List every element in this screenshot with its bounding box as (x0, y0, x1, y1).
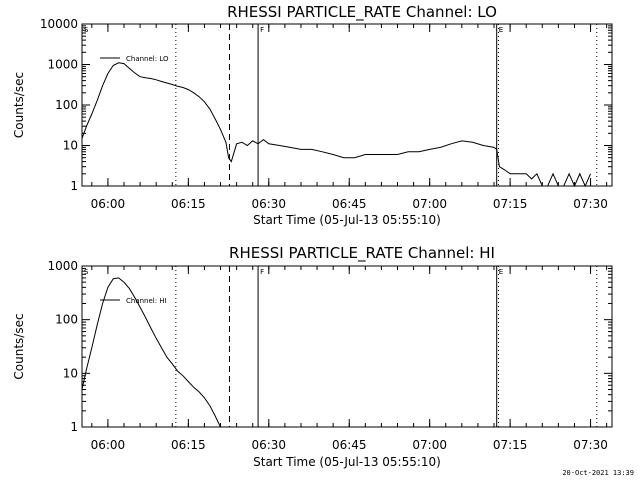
panel-1-x-tick-label: 06:30 (251, 197, 286, 211)
panel-1-x-tick-label: 06:15 (171, 197, 206, 211)
panel-2-y-tick-label: 100 (55, 313, 78, 327)
panel-1-x-axis-label: Start Time (05-Jul-13 05:55:10) (253, 213, 441, 227)
panel-2-x-tick-label: 07:30 (573, 438, 608, 452)
panel-2-series-line-1 (81, 277, 221, 428)
panel-2-x-tick-label: 07:00 (412, 438, 447, 452)
panel-1-series-line-1 (81, 62, 591, 188)
panel-2-x-tick-label: 06:00 (91, 438, 126, 452)
panel-2-x-tick-label: 06:15 (171, 438, 206, 452)
panel-1-y-tick-label: 1 (70, 179, 78, 193)
panel-2-axes-frame (81, 265, 613, 428)
panel-2-x-tick-label: 06:30 (251, 438, 286, 452)
panel-1-y-tick-label: 10000 (40, 17, 78, 31)
panel-2-marker-label: E (499, 268, 503, 276)
panel-2-legend-label: Channel: HI (126, 297, 167, 305)
panel-1-y-tick-label: 10 (63, 139, 78, 153)
panel-1-title: RHESSI PARTICLE_RATE Channel: LO (227, 3, 497, 22)
panel-1-legend-label: Channel: LO (126, 55, 169, 63)
panel-2-x-tick-label: 07:15 (493, 438, 528, 452)
panel-1-y-tick-label: 100 (55, 98, 78, 112)
panel-1-x-tick-label: 07:15 (493, 197, 528, 211)
panel-2-x-tick-label: 06:45 (332, 438, 367, 452)
panel-1-x-tick-label: 06:45 (332, 197, 367, 211)
panel-1-x-tick-label: 07:00 (412, 197, 447, 211)
panel-1-marker-label: F (260, 26, 264, 34)
panel-1-axes-frame (81, 23, 613, 187)
panel-2-y-tick-label: 10 (63, 366, 78, 380)
panel-2-title: RHESSI PARTICLE_RATE Channel: HI (229, 244, 495, 263)
panel-2-y-tick-label: 1 (70, 420, 78, 434)
panel-1-x-tick-label: 07:30 (573, 197, 608, 211)
panel-1-x-tick-label: 06:00 (91, 197, 126, 211)
panel-2-marker-label: F (260, 268, 264, 276)
panel-2-x-axis-label: Start Time (05-Jul-13 05:55:10) (253, 455, 441, 469)
panel-1-marker-label: E (499, 26, 503, 34)
panel-2-marker-label: S (84, 268, 89, 276)
panel-1-y-tick-label: 1000 (47, 58, 78, 72)
panel-2-y-axis-label: Counts/sec (12, 313, 26, 379)
panel-2-y-tick-label: 1000 (47, 259, 78, 273)
panel-1-y-axis-label: Counts/sec (12, 72, 26, 138)
plot-timestamp: 20-Oct-2021 13:39 (562, 469, 634, 477)
panel-1-marker-label: S (84, 26, 89, 34)
